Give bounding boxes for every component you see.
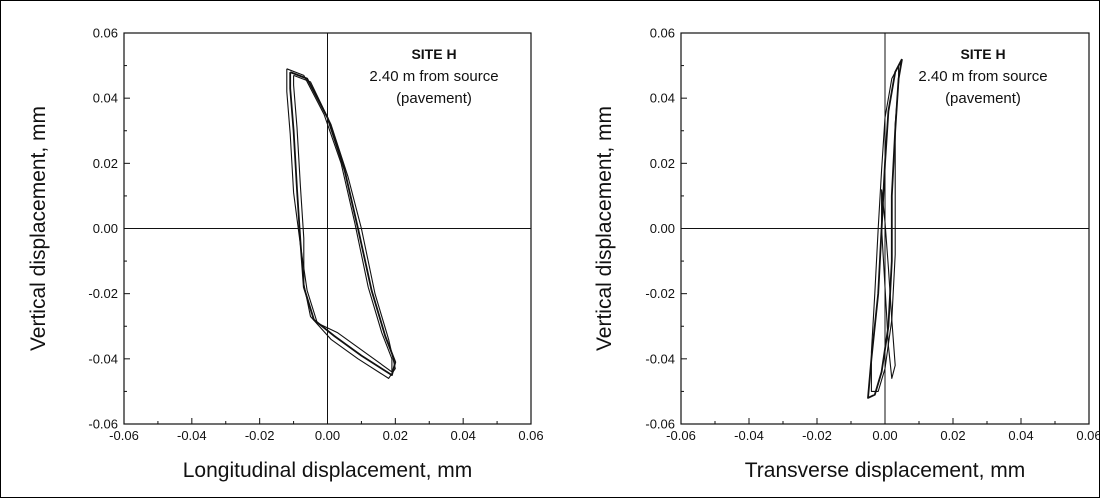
- y-tick-label: 0.02: [650, 156, 675, 171]
- y-tick-label: -0.02: [88, 286, 118, 301]
- displacement-loop-1: [867, 58, 903, 399]
- displacement-loop-3: [881, 189, 896, 379]
- y-tick-label: 0.00: [93, 221, 118, 236]
- y-tick-label: -0.06: [645, 417, 675, 432]
- annotation-title: SITE H: [411, 46, 456, 62]
- annotation-line: (pavement): [945, 90, 1021, 107]
- x-tick-label: 0.00: [872, 428, 897, 443]
- x-tick-label: 0.02: [383, 428, 408, 443]
- chart-panel-1: -0.06 -0.04 -0.02 0.00 0.02 0.04 0.06 -0.06 -0.0…: [27, 26, 544, 483]
- x-tick-label: 0.04: [451, 428, 476, 443]
- y-tick-label: -0.02: [645, 286, 675, 301]
- y-tick-label: -0.04: [645, 351, 675, 366]
- displacement-loop-2: [870, 65, 900, 392]
- y-axis-title: Vertical displacement, mm: [593, 106, 616, 351]
- x-tick-label: -0.06: [109, 428, 139, 443]
- x-tick-label: 0.00: [315, 428, 340, 443]
- x-axis-title: Longitudinal displacement, mm: [183, 459, 473, 482]
- x-tick-label: 0.04: [1008, 428, 1033, 443]
- y-tick-label: 0.02: [93, 156, 118, 171]
- annotation-title: SITE H: [960, 46, 1005, 62]
- annotation-line: 2.40 m from source: [918, 68, 1047, 85]
- x-tick-label: 0.02: [940, 428, 965, 443]
- displacement-loop-1: [289, 71, 397, 376]
- x-tick-label: -0.04: [734, 428, 764, 443]
- y-tick-label: -0.06: [88, 417, 118, 432]
- x-tick-label: -0.02: [802, 428, 832, 443]
- chart-panel-2: -0.06 -0.04 -0.02 0.00 0.02 0.04 0.06 -0.06 -0.0…: [593, 26, 1100, 483]
- y-tick-label: 0.04: [650, 91, 675, 106]
- annotation-line: 2.40 m from source: [369, 68, 498, 85]
- displacement-loop-2: [293, 74, 396, 379]
- y-axis-title: Vertical displacement, mm: [27, 106, 50, 351]
- y-tick-label: 0.04: [93, 91, 118, 106]
- x-tick-label: 0.06: [518, 428, 543, 443]
- x-tick-label: -0.06: [666, 428, 696, 443]
- y-tick-label: -0.04: [88, 351, 118, 366]
- y-tick-label: 0.06: [650, 26, 675, 41]
- x-tick-label: 0.06: [1076, 428, 1100, 443]
- x-axis-title: Transverse displacement, mm: [745, 459, 1025, 482]
- x-tick-label: -0.02: [245, 428, 275, 443]
- y-tick-label: 0.06: [93, 26, 118, 41]
- x-tick-label: -0.04: [177, 428, 207, 443]
- annotation-line: (pavement): [396, 90, 472, 107]
- displacement-loop-3: [286, 68, 393, 373]
- y-tick-label: 0.00: [650, 221, 675, 236]
